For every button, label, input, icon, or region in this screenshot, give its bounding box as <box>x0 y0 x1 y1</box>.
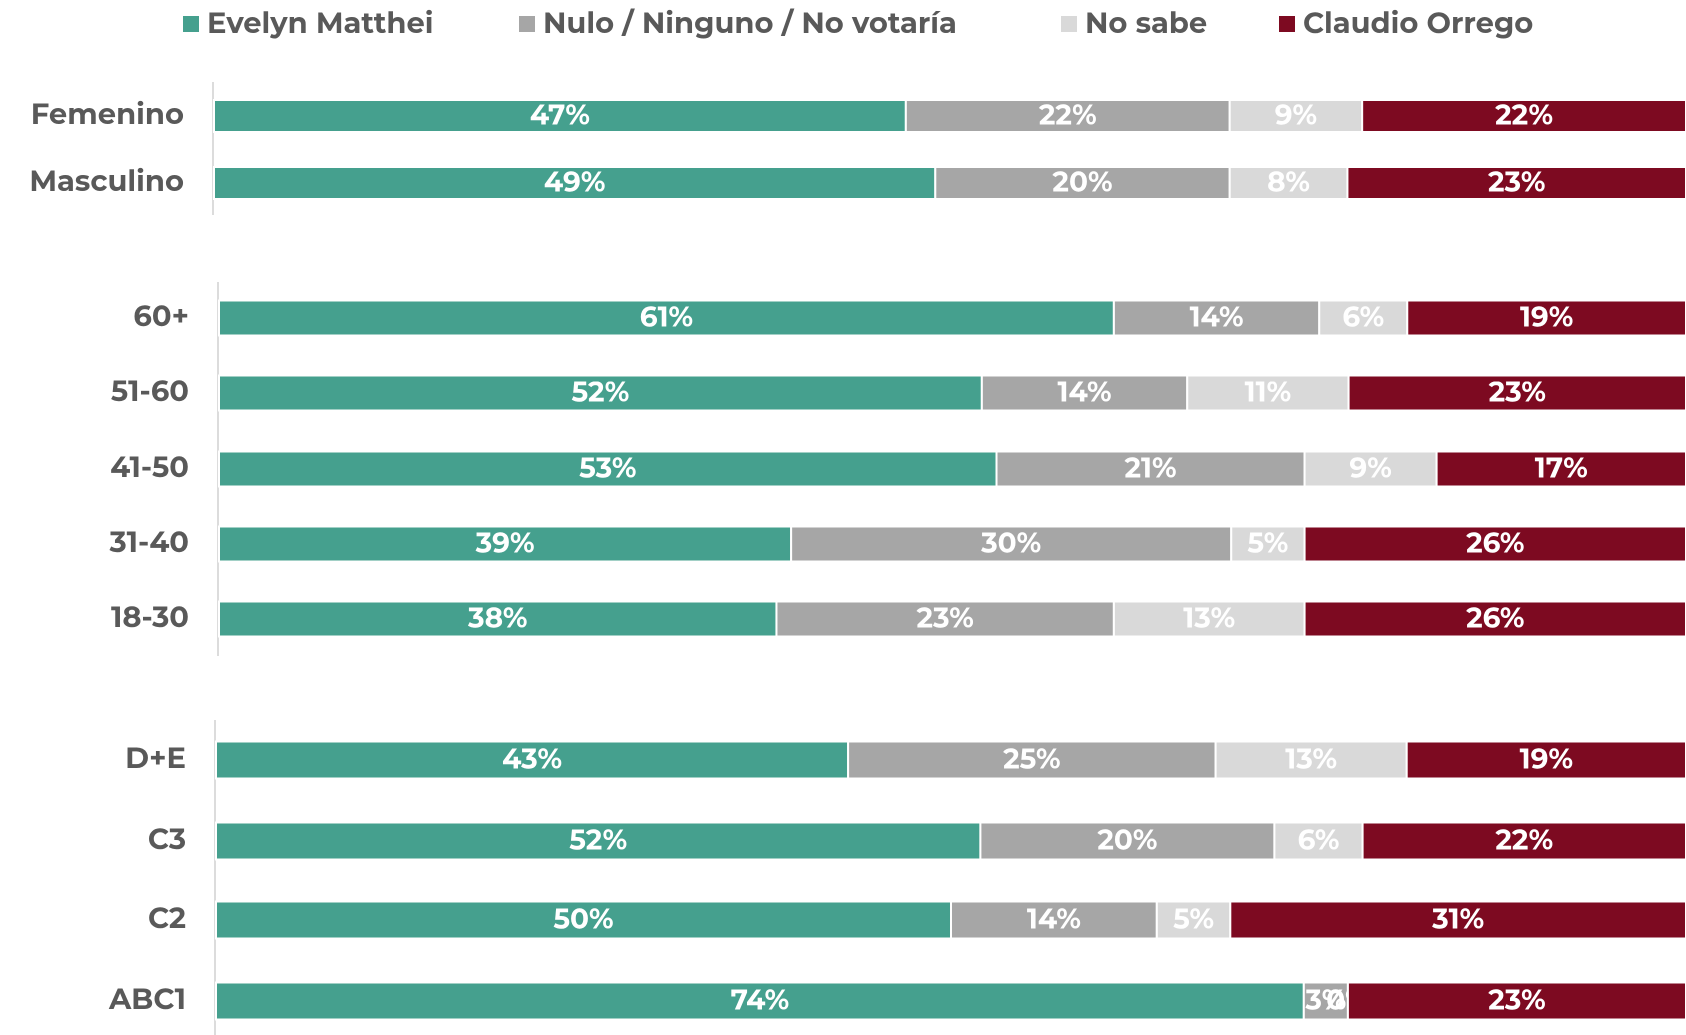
bar-segment <box>934 166 1231 200</box>
legend-label: Nulo / Ninguno / No votaría <box>543 6 957 41</box>
value-label: 74% <box>731 984 790 1018</box>
bar-segment <box>904 99 1231 133</box>
bar-segment <box>979 821 1276 861</box>
legend-label: No sabe <box>1085 6 1207 41</box>
value-label: 23% <box>1488 984 1545 1018</box>
bar-segment <box>775 600 1115 638</box>
value-label: 30% <box>980 527 1041 561</box>
value-label: 23% <box>1488 166 1545 200</box>
bar-segment <box>1405 740 1686 780</box>
bar-segment <box>1318 299 1409 337</box>
legend-swatch <box>183 16 199 32</box>
bar-segment <box>218 299 1115 337</box>
bar-segment <box>1303 450 1438 488</box>
value-label: 53% <box>579 452 636 486</box>
bar-segment <box>1435 450 1686 488</box>
value-label: 14% <box>1190 301 1244 335</box>
value-label: 11% <box>1245 376 1292 410</box>
bar-segment <box>1112 299 1321 337</box>
value-label: 50% <box>553 903 613 937</box>
category-label: C3 <box>148 822 186 857</box>
bar-segment <box>215 981 1305 1021</box>
category-label: ABC1 <box>108 982 186 1017</box>
bar-segment <box>1214 740 1408 780</box>
value-label: 19% <box>1520 743 1573 777</box>
value-label: 47% <box>530 99 590 133</box>
value-label: 31% <box>1431 903 1484 937</box>
value-label: 23% <box>916 602 973 636</box>
value-label: 26% <box>1466 602 1524 636</box>
bar-segment <box>215 900 952 940</box>
category-label: Femenino <box>31 97 184 132</box>
value-label: 13% <box>1285 743 1337 777</box>
value-label: 52% <box>569 824 627 858</box>
value-label: 6% <box>1298 824 1340 858</box>
bar-segment <box>1346 166 1686 200</box>
bar-segment <box>790 525 1233 563</box>
bar-segment <box>1346 981 1686 1021</box>
category-label: Masculino <box>29 164 184 199</box>
bar-segment <box>1347 374 1686 412</box>
value-label: 9% <box>1349 452 1391 486</box>
value-label: 6% <box>1342 301 1384 335</box>
value-label: 25% <box>1003 743 1060 777</box>
value-label: 13% <box>1183 602 1235 636</box>
value-label: 14% <box>1058 376 1112 410</box>
value-label: 20% <box>1097 824 1157 858</box>
bar-segment <box>218 525 793 563</box>
category-label: D+E <box>125 741 186 776</box>
value-label: 39% <box>475 527 535 561</box>
value-label: 22% <box>1039 99 1097 133</box>
value-label: 22% <box>1495 99 1553 133</box>
bar-segment <box>1229 900 1686 940</box>
bar-segment <box>1303 600 1686 638</box>
bar-segment <box>1228 99 1364 133</box>
value-label: 38% <box>467 602 527 636</box>
value-label: 19% <box>1520 301 1573 335</box>
value-label: 17% <box>1535 452 1588 486</box>
value-label: 8% <box>1267 166 1310 200</box>
value-label: 43% <box>502 743 562 777</box>
bar-segment <box>215 821 982 861</box>
bar-segment <box>218 374 983 412</box>
value-label: 52% <box>571 376 629 410</box>
bar-segment <box>215 740 850 780</box>
category-label: C2 <box>148 901 186 936</box>
legend-label: Evelyn Matthei <box>207 6 434 41</box>
legend-swatch <box>519 16 535 32</box>
bar-segment <box>1406 299 1686 337</box>
value-label: 21% <box>1125 452 1177 486</box>
legend-label: Claudio Orrego <box>1303 6 1533 41</box>
value-label: 5% <box>1173 903 1214 937</box>
bar-segment <box>1361 99 1686 133</box>
legend-swatch <box>1279 16 1295 32</box>
value-label: 61% <box>640 301 693 335</box>
bar-segment <box>950 900 1158 940</box>
value-label: 3% <box>1304 984 1346 1018</box>
value-label: 23% <box>1489 376 1546 410</box>
bar-segment <box>1112 600 1306 638</box>
bar-segment <box>995 450 1306 488</box>
value-label: 5% <box>1247 527 1288 561</box>
value-label: 49% <box>544 166 606 200</box>
bar-segment <box>1155 900 1232 940</box>
category-label: 51-60 <box>111 374 189 409</box>
value-label: 9% <box>1275 99 1317 133</box>
bar-segment <box>218 450 998 488</box>
value-label: 14% <box>1027 903 1081 937</box>
value-label: 22% <box>1495 824 1553 858</box>
category-label: 31-40 <box>108 525 189 560</box>
value-label: 20% <box>1052 166 1112 200</box>
legend-swatch <box>1061 16 1077 32</box>
category-label: 41-50 <box>110 450 189 485</box>
category-label: 18-30 <box>111 600 189 635</box>
value-label: 26% <box>1466 527 1524 561</box>
category-label: 60+ <box>133 299 189 334</box>
